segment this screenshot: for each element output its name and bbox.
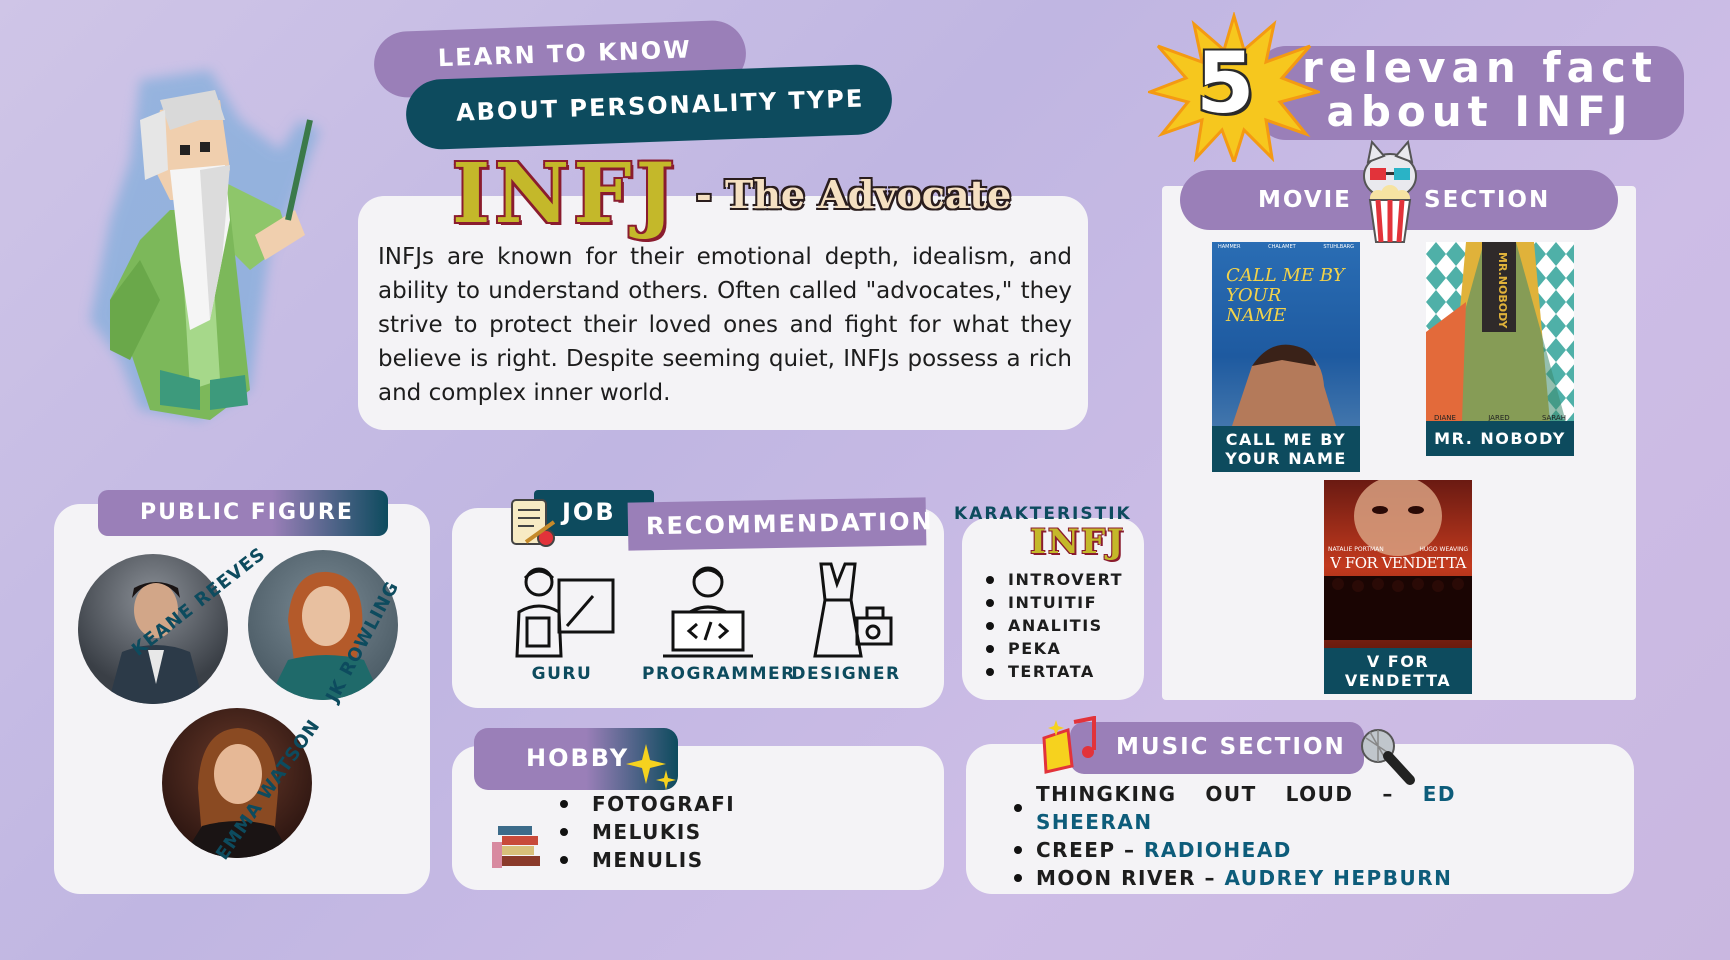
- avatar-keane-reeves[interactable]: [78, 554, 228, 704]
- recommendation-title-pill: RECOMMENDATION: [627, 497, 934, 551]
- poster-credits: NATALIE PORTMAN HUGO WEAVING: [1328, 546, 1468, 553]
- wizard-illustration: [90, 70, 320, 420]
- list-item: ANALITIS: [982, 614, 1123, 637]
- intro-card: [358, 196, 1088, 430]
- music-notes-icon: [1042, 716, 1096, 774]
- poster-credits: DIANE JARED SARAH: [1434, 414, 1566, 422]
- programmer-icon: [663, 566, 753, 658]
- facts-title-line-2: about INFJ: [1326, 87, 1634, 136]
- song-separator: –: [1115, 838, 1144, 862]
- poster-credits: HAMMER CHALAMET STUHLBARG: [1218, 244, 1354, 250]
- job-label: PROGRAMMER: [642, 664, 796, 684]
- karakteristik-type: INFJ: [1030, 522, 1126, 562]
- song-artist: AUDREY HEPBURN: [1224, 866, 1453, 890]
- movie-label: MR. NOBODY: [1426, 421, 1574, 456]
- hobby-list: FOTOGRAFI MELUKIS MENULIS: [556, 790, 735, 874]
- type-nickname: - The Advocate: [696, 172, 1012, 217]
- song-artist: ED SHEERAN: [1036, 782, 1456, 834]
- list-item: FOTOGRAFI: [556, 790, 735, 818]
- poster-title: MR.NOBODY: [1496, 252, 1509, 329]
- song-item: THINGKING OUT LOUD – ED SHEERAN: [1010, 780, 1456, 836]
- movie-section-label-right: SECTION: [1424, 187, 1551, 213]
- list-item: INTUITIF: [982, 591, 1123, 614]
- type-title: INFJ: [452, 146, 679, 242]
- intro-text: INFJs are known for their emotional dept…: [378, 244, 1072, 406]
- public-figure-pill: PUBLIC FIGURE: [98, 490, 388, 536]
- poster-image: [1232, 344, 1336, 426]
- music-list: THINGKING OUT LOUD – ED SHEERAN CREEP – …: [1010, 780, 1456, 892]
- avatar-jk-rowling[interactable]: [248, 550, 398, 700]
- list-item: MELUKIS: [556, 818, 735, 846]
- movie-label: CALL ME BY YOUR NAME: [1212, 426, 1360, 472]
- poster-call-me-by-your-name[interactable]: HAMMER CHALAMET STUHLBARG CALL ME BY YOUR …: [1212, 242, 1360, 472]
- music-section-pill: MUSIC SECTION: [1070, 722, 1364, 774]
- avatar-emma-watson[interactable]: [162, 708, 312, 858]
- poster-v-for-vendetta[interactable]: NATALIE PORTMAN HUGO WEAVING V FOR VENDET…: [1324, 480, 1472, 694]
- microphone-icon: [1361, 729, 1415, 785]
- song-artist: RADIOHEAD: [1144, 838, 1292, 862]
- song-title: MOON RIVER: [1036, 866, 1196, 890]
- teacher-icon: [515, 567, 615, 658]
- poster-image: MR.NOBODY: [1426, 242, 1574, 422]
- avatar-image: [268, 571, 382, 700]
- job-item-guru[interactable]: GURU: [498, 560, 626, 684]
- scroll-certificate-icon: [511, 499, 556, 547]
- song-separator: –: [1196, 866, 1225, 890]
- sparkle-icon: [626, 744, 676, 790]
- job-item-programmer[interactable]: PROGRAMMER: [642, 560, 796, 684]
- list-item: TERTATA: [982, 660, 1123, 683]
- poster-title: V FOR VENDETTA: [1330, 554, 1466, 572]
- job-label: DESIGNER: [791, 664, 901, 684]
- movie-label: V FOR VENDETTA: [1324, 648, 1472, 694]
- movie-section-label-left: MOVIE: [1258, 187, 1352, 213]
- song-title: THINGKING OUT LOUD: [1036, 782, 1354, 806]
- song-item: CREEP – RADIOHEAD: [1010, 836, 1456, 864]
- facts-number: 5: [1196, 34, 1255, 132]
- dress-mannequin-icon: [813, 562, 893, 658]
- song-title: CREEP: [1036, 838, 1116, 862]
- job-label: GURU: [531, 664, 593, 684]
- karakteristik-title: KARAKTERISTIK: [954, 504, 1132, 524]
- poster-mr-nobody[interactable]: MR.NOBODY DIANE JARED SARAH MR. NOBODY: [1426, 242, 1574, 456]
- popcorn-cat-icon: [1363, 140, 1417, 243]
- list-item: PEKA: [982, 637, 1123, 660]
- song-separator: –: [1353, 782, 1423, 806]
- list-item: INTROVERT: [982, 568, 1123, 591]
- poster-image: [1324, 480, 1472, 640]
- facts-title: relevan fact about INFJ: [1290, 46, 1670, 134]
- avatar-image: [182, 728, 292, 858]
- facts-banner: [1256, 46, 1684, 140]
- list-item: MENULIS: [556, 846, 735, 874]
- avatar-image: [108, 582, 204, 704]
- job-item-designer[interactable]: DESIGNER: [788, 560, 904, 684]
- starburst-icon: [1148, 12, 1320, 162]
- hobby-title-pill: HOBBY: [474, 728, 678, 790]
- poster-title: CALL ME BY YOUR NAME: [1226, 265, 1345, 326]
- song-item: MOON RIVER – AUDREY HEPBURN: [1010, 864, 1456, 892]
- facts-title-line-1: relevan fact: [1302, 43, 1658, 92]
- books-icon: [492, 826, 540, 868]
- karakteristik-list: INTROVERT INTUITIF ANALITIS PEKA TERTATA: [982, 568, 1123, 683]
